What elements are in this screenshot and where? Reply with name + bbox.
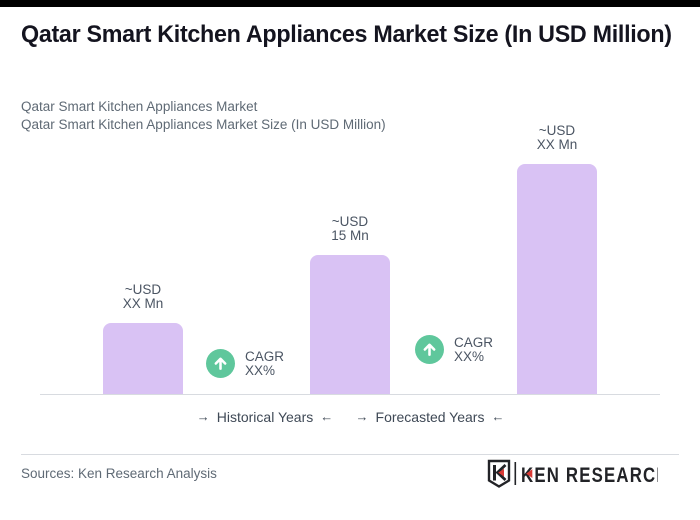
bar-forecast bbox=[517, 164, 597, 394]
bar-value-line-2: XX Mn bbox=[536, 137, 578, 152]
arrow-left-icon: ← bbox=[491, 409, 505, 424]
arrow-up-circle-icon bbox=[206, 349, 235, 378]
arrow-up-circle-icon bbox=[415, 335, 444, 364]
subtitle-line-2: Qatar Smart Kitchen Appliances Market Si… bbox=[21, 117, 386, 132]
ken-research-wordmark: KEN RESEARCH bbox=[521, 464, 658, 487]
market-size-bar-chart: ~USD XX Mn ~USD 15 Mn ~USD XX Mn CAGR XX… bbox=[0, 124, 700, 440]
cagr-label-line-1: CAGR bbox=[245, 348, 285, 364]
bar-historical bbox=[103, 323, 183, 394]
cagr-badge-historical: CAGR XX% bbox=[206, 349, 284, 378]
bar-group-current: ~USD 15 Mn bbox=[310, 215, 390, 394]
bar-value-line-1: ~USD bbox=[331, 214, 369, 229]
bar-group-historical: ~USD XX Mn bbox=[103, 283, 183, 394]
cagr-label: CAGR XX% bbox=[454, 334, 494, 364]
top-accent-bar bbox=[0, 0, 700, 7]
axis-label-forecasted-years: → Forecasted Years ← bbox=[330, 409, 530, 425]
bar-value-label: ~USD XX Mn bbox=[537, 124, 578, 152]
cagr-label-line-1: CAGR bbox=[454, 334, 494, 350]
chart-subtitle: Qatar Smart Kitchen Appliances Market Qa… bbox=[21, 98, 386, 134]
ken-research-shield-icon bbox=[487, 459, 511, 488]
bar-value-label: ~USD XX Mn bbox=[123, 283, 164, 311]
ken-research-logo[interactable]: KEN RESEARCH bbox=[486, 459, 669, 489]
wordmark-red-triangle bbox=[526, 469, 533, 478]
cagr-label-line-2: XX% bbox=[454, 348, 485, 364]
axis-period-label: Historical Years bbox=[216, 409, 314, 425]
bar-value-label: ~USD 15 Mn bbox=[331, 215, 369, 243]
bar-value-line-2: XX Mn bbox=[122, 296, 164, 311]
bar-current bbox=[310, 255, 390, 394]
cagr-label: CAGR XX% bbox=[245, 348, 285, 378]
bar-group-forecast: ~USD XX Mn bbox=[517, 124, 597, 394]
footer-divider bbox=[21, 454, 679, 455]
subtitle-line-1: Qatar Smart Kitchen Appliances Market bbox=[21, 99, 258, 114]
sources-text: Sources: Ken Research Analysis bbox=[21, 466, 217, 481]
cagr-badge-forecast: CAGR XX% bbox=[415, 335, 493, 364]
arrow-right-icon: → bbox=[355, 409, 369, 424]
bar-value-line-1: ~USD bbox=[124, 282, 162, 297]
cagr-label-line-2: XX% bbox=[245, 362, 276, 378]
arrow-right-icon: → bbox=[196, 409, 210, 424]
x-axis-line bbox=[40, 394, 660, 395]
arrow-left-icon: ← bbox=[320, 409, 334, 424]
bar-value-line-1: ~USD bbox=[538, 123, 576, 138]
axis-label-historical-years: → Historical Years ← bbox=[165, 409, 365, 425]
axis-period-label: Forecasted Years bbox=[375, 409, 485, 425]
bar-value-line-2: 15 Mn bbox=[331, 228, 369, 243]
page-title: Qatar Smart Kitchen Appliances Market Si… bbox=[21, 21, 672, 48]
